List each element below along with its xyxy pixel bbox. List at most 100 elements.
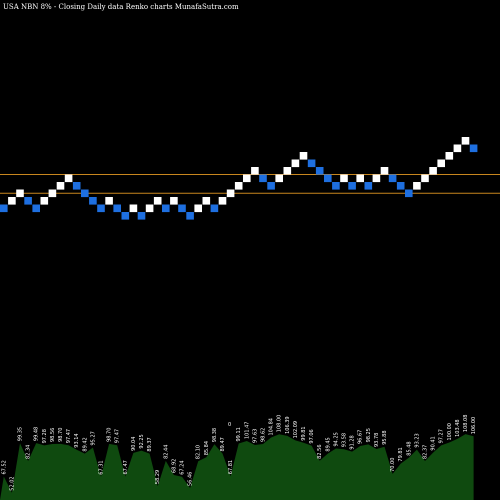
renko-brick-down <box>81 189 89 198</box>
renko-brick-down <box>178 204 186 213</box>
volume-label: 108.08 <box>463 415 469 433</box>
renko-brick-up <box>234 182 243 190</box>
renko-brick-down <box>137 212 146 220</box>
renko-brick-up <box>291 159 300 168</box>
renko-brick-down <box>267 182 275 190</box>
volume-label: 82.37 <box>423 445 429 459</box>
renko-brick-up <box>421 174 429 183</box>
volume-label: 79.81 <box>398 447 404 461</box>
renko-brick-down <box>307 159 316 168</box>
volume-label: 98.38 <box>212 428 218 442</box>
renko-brick-down <box>332 182 340 190</box>
volume-label: 67.47 <box>123 460 129 474</box>
renko-brick-down <box>113 204 121 213</box>
renko-brick-up <box>372 174 381 183</box>
renko-brick-down <box>24 197 32 205</box>
volume-label: 102.09 <box>293 421 299 439</box>
renko-brick-up <box>275 174 283 183</box>
renko-brick-down <box>121 212 130 220</box>
volume-label: 67.31 <box>99 460 105 474</box>
renko-brick-up <box>105 197 113 205</box>
volume-marker: 0 <box>228 422 231 428</box>
renko-brick-up <box>56 182 65 190</box>
renko-brick-down <box>469 144 478 153</box>
renko-brick-up <box>429 167 437 175</box>
volume-label: 82.56 <box>317 444 323 458</box>
volume-label: 89.42 <box>82 437 88 451</box>
volume-label: 95.27 <box>90 431 96 445</box>
volume-label: 99.48 <box>34 427 40 441</box>
renko-brick-down <box>348 182 356 190</box>
volume-label: 103.48 <box>455 419 461 437</box>
renko-brick-down <box>324 174 332 183</box>
volume-label: 89.45 <box>325 437 331 451</box>
volume-label: 82.44 <box>163 445 169 459</box>
volume-label: 85.48 <box>406 441 412 455</box>
renko-brick-down <box>315 167 324 175</box>
volume-label: 82.34 <box>26 445 32 459</box>
volume-label: 70.00 <box>390 458 396 472</box>
volume-label: 106.39 <box>285 416 291 434</box>
volume-label: 67.81 <box>228 460 234 474</box>
volume-label: 90.04 <box>131 437 137 451</box>
volume-label: 99.35 <box>18 427 24 441</box>
renko-brick-down <box>186 212 194 220</box>
renko-brick-up <box>145 204 154 213</box>
volume-label: 93.78 <box>374 433 380 447</box>
volume-label: 68.92 <box>171 459 177 473</box>
renko-brick-down <box>396 182 405 190</box>
renko-brick-up <box>437 159 445 168</box>
renko-brick-up <box>202 197 211 205</box>
volume-label: 100.00 <box>447 423 453 441</box>
volume-label: 89.37 <box>147 437 153 451</box>
volume-label: 98.62 <box>261 428 267 442</box>
volume-label: 97.28 <box>42 429 48 443</box>
renko-brick-up <box>170 197 178 205</box>
volume-label: 101.47 <box>244 422 250 440</box>
renko-brick-up <box>356 174 364 183</box>
volume-label: 98.25 <box>366 428 372 442</box>
volume-label: 94.25 <box>333 432 339 446</box>
renko-brick-up <box>453 144 462 153</box>
renko-brick-down <box>388 174 397 183</box>
volume-label: 58.29 <box>155 470 161 484</box>
volume-label: 67.24 <box>180 460 186 474</box>
renko-brick-up <box>129 204 138 213</box>
volume-label: 97.47 <box>66 429 72 443</box>
renko-brick-up <box>8 197 16 205</box>
renko-brick-up <box>153 197 162 205</box>
volume-label: 67.52 <box>1 460 7 474</box>
volume-label: 91.28 <box>350 435 356 449</box>
renko-brick-up <box>380 167 389 175</box>
volume-label: 97.27 <box>439 429 445 443</box>
volume-label: 99.11 <box>236 427 242 441</box>
renko-brick-down <box>405 189 413 198</box>
volume-label: 97.63 <box>252 429 258 443</box>
volume-label: 108.00 <box>277 415 283 433</box>
volume-label: 52.02 <box>9 476 15 490</box>
volume-label: 98.70 <box>107 428 113 442</box>
volume-label: 97.47 <box>115 429 121 443</box>
volume-label: 90.41 <box>431 436 437 450</box>
renko-brick-down <box>259 174 267 183</box>
volume-label: 106.00 <box>471 417 477 435</box>
renko-brick-up <box>445 152 454 160</box>
renko-brick-down <box>0 204 8 213</box>
renko-brick-down <box>72 182 81 190</box>
volume-label: 82.10 <box>196 445 202 459</box>
renko-brick-up <box>413 182 421 190</box>
renko-brick-up <box>283 167 292 175</box>
volume-label: 89.47 <box>220 437 226 451</box>
renko-brick-down <box>97 204 105 213</box>
volume-label: 93.23 <box>414 433 420 447</box>
volume-label: 104.84 <box>269 418 275 436</box>
volume-label: 98.56 <box>50 428 56 442</box>
renko-brick-up <box>461 137 470 145</box>
renko-brick-up <box>218 197 227 205</box>
renko-brick-up <box>340 174 348 183</box>
volume-label: 98.70 <box>58 428 64 442</box>
volume-label: 96.67 <box>358 430 364 444</box>
renko-brick-up <box>40 197 49 205</box>
